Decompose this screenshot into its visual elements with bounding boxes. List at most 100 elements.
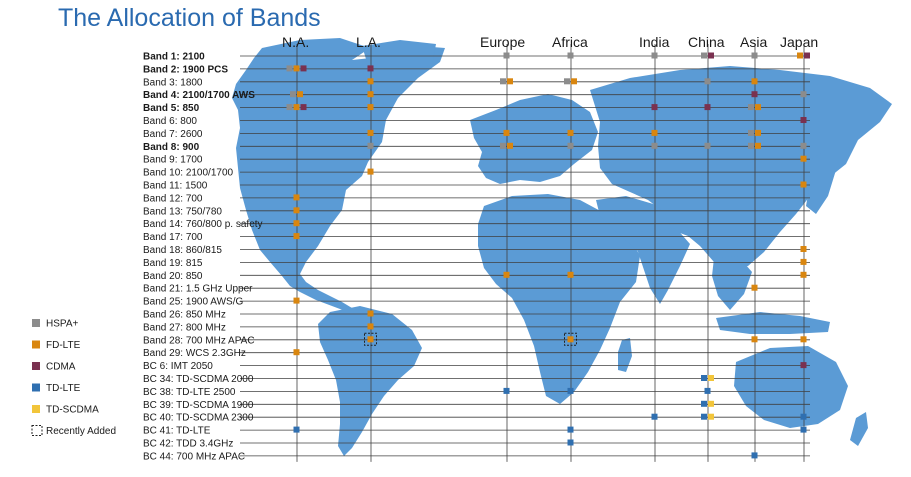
marker-fd-lte-l-a xyxy=(367,78,374,85)
marker-cdma-china xyxy=(704,104,711,111)
marker-hspa-japan xyxy=(800,91,807,98)
marker-td-lte-japan xyxy=(800,426,807,433)
marker-td-lte-africa xyxy=(567,387,574,394)
marker-cdma-japan xyxy=(800,362,807,369)
marker-fd-lte-n-a xyxy=(293,233,300,240)
region-label-europe: Europe xyxy=(480,34,525,50)
band-label-bc-38-td-lte-2500: BC 38: TD-LTE 2500 xyxy=(143,387,236,398)
band-label-bc-41-td-lte: BC 41: TD-LTE xyxy=(143,426,211,437)
south-america-landmass xyxy=(318,306,422,456)
band-label-band-12-700: Band 12: 700 xyxy=(143,193,203,204)
legend-label-cdma: CDMA xyxy=(46,362,76,373)
legend-swatch-cdma xyxy=(32,362,40,370)
band-label-band-8-900: Band 8: 900 xyxy=(143,142,200,153)
marker-cdma-india xyxy=(651,104,658,111)
band-label-band-29-wcs-2-3ghz: Band 29: WCS 2.3GHz xyxy=(143,348,246,359)
marker-hspa-asia xyxy=(748,142,754,149)
band-label-bc-40-td-scdma-2300: BC 40: TD-SCDMA 2300 xyxy=(143,413,254,424)
marker-hspa-l-a xyxy=(367,142,374,149)
marker-fd-lte-asia xyxy=(751,78,758,85)
region-label-china: China xyxy=(688,34,725,50)
band-label-band-28-700-mhz-apac: Band 28: 700 MHz APAC xyxy=(143,335,255,346)
band-label-band-11-1500: Band 11: 1500 xyxy=(143,181,208,192)
legend-label-td-lte: TD-LTE xyxy=(46,383,81,394)
marker-hspa-africa xyxy=(567,142,574,149)
legend-label-hspa: HSPA+ xyxy=(46,319,78,330)
region-label-asia: Asia xyxy=(740,34,767,50)
marker-td-lte-china xyxy=(704,387,711,394)
marker-td-lte-india xyxy=(651,413,658,420)
region-label-india: India xyxy=(639,34,670,50)
marker-hspa-india xyxy=(651,142,658,149)
marker-hspa-asia xyxy=(748,129,754,136)
band-label-band-7-2600: Band 7: 2600 xyxy=(143,129,203,140)
band-label-bc-44-700-mhz-apac: BC 44: 700 MHz APAC xyxy=(143,451,245,462)
marker-cdma-n-a xyxy=(300,104,307,111)
region-label-japan: Japan xyxy=(780,34,818,50)
legend-swatch-fd-lte xyxy=(32,340,40,349)
marker-cdma-asia xyxy=(751,91,758,98)
marker-hspa-europe xyxy=(500,142,506,149)
marker-hspa-n-a xyxy=(286,104,293,111)
marker-cdma-l-a xyxy=(367,65,374,72)
band-label-band-21-1-5-ghz-upper: Band 21: 1.5 GHz Upper xyxy=(143,284,253,295)
marker-fd-lte-n-a xyxy=(293,297,300,304)
asia-landmass xyxy=(590,66,892,270)
marker-fd-lte-japan xyxy=(800,246,807,252)
marker-td-lte-china xyxy=(701,413,707,420)
marker-fd-lte-india xyxy=(651,129,658,136)
band-label-band-6-800: Band 6: 800 xyxy=(143,116,197,127)
marker-hspa-europe xyxy=(503,52,510,59)
marker-hspa-asia xyxy=(751,52,758,59)
allocation-markers xyxy=(286,52,810,459)
band-label-band-2-1900-pcs: Band 2: 1900 PCS xyxy=(143,64,228,75)
marker-fd-lte-asia xyxy=(751,284,758,291)
marker-hspa-africa xyxy=(564,78,570,85)
legend-label-fd-lte: FD-LTE xyxy=(46,340,81,351)
marker-td-lte-africa xyxy=(567,439,574,446)
marker-fd-lte-l-a xyxy=(367,168,374,175)
marker-cdma-japan xyxy=(800,117,807,123)
marker-fd-lte-n-a xyxy=(293,220,300,227)
marker-hspa-china xyxy=(704,142,711,149)
new-zealand-landmass xyxy=(850,412,868,446)
band-label-band-4-2100-1700-aws: Band 4: 2100/1700 AWS xyxy=(143,90,255,101)
band-label-band-25-1900-aws-g: Band 25: 1900 AWS/G xyxy=(143,297,243,308)
marker-cdma-china xyxy=(708,52,714,59)
marker-cdma-n-a xyxy=(300,65,307,72)
marker-fd-lte-africa xyxy=(567,271,574,278)
marker-fd-lte-japan xyxy=(800,181,807,188)
marker-fd-lte-japan xyxy=(797,52,803,59)
marker-td-scdma-china xyxy=(708,400,714,407)
band-label-band-13-750-780: Band 13: 750/780 xyxy=(143,206,222,217)
marker-hspa-japan xyxy=(800,142,807,149)
marker-fd-lte-asia xyxy=(751,336,758,343)
band-label-band-5-850: Band 5: 850 xyxy=(143,103,200,114)
legend-label-td-scdma: TD-SCDMA xyxy=(46,405,99,416)
marker-fd-lte-africa xyxy=(567,129,574,136)
marker-td-lte-japan xyxy=(800,413,807,420)
africa-landmass xyxy=(478,194,640,404)
marker-fd-lte-africa xyxy=(567,336,574,343)
marker-fd-lte-n-a xyxy=(293,349,300,356)
recently-added-marker xyxy=(564,332,577,346)
band-label-band-10-2100-1700: Band 10: 2100/1700 xyxy=(143,168,234,179)
marker-fd-lte-asia xyxy=(755,104,761,111)
marker-hspa-china xyxy=(701,52,707,59)
band-label-bc-34-td-scdma-2000: BC 34: TD-SCDMA 2000 xyxy=(143,374,254,385)
legend-swatch-td-lte xyxy=(32,383,40,392)
region-label-n-a: N.A. xyxy=(282,34,309,50)
band-label-band-1-2100: Band 1: 2100 xyxy=(143,52,205,63)
marker-fd-lte-l-a xyxy=(367,336,374,343)
band-label-band-27-800-mhz: Band 27: 800 MHz xyxy=(143,322,226,333)
marker-fd-lte-japan xyxy=(800,155,807,162)
band-label-band-9-1700: Band 9: 1700 xyxy=(143,155,203,166)
marker-fd-lte-l-a xyxy=(367,91,374,98)
band-label-band-17-700: Band 17: 700 xyxy=(143,232,203,243)
marker-td-scdma-china xyxy=(708,375,714,381)
band-label-band-19-815: Band 19: 815 xyxy=(143,258,203,269)
band-label-bc-42-tdd-3-4ghz: BC 42: TDD 3.4GHz xyxy=(143,439,233,450)
southeast-asia-landmass xyxy=(712,256,752,310)
